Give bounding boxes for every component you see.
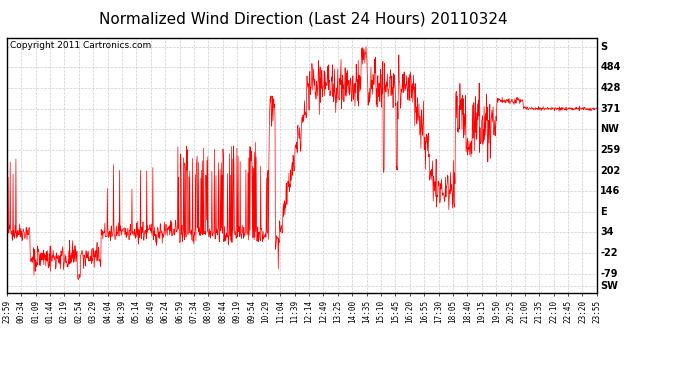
- Text: Copyright 2011 Cartronics.com: Copyright 2011 Cartronics.com: [10, 41, 151, 50]
- Text: 259: 259: [600, 145, 620, 155]
- Text: -79: -79: [600, 269, 618, 279]
- Text: SW: SW: [600, 281, 618, 291]
- Text: E: E: [600, 207, 607, 217]
- Text: 371: 371: [600, 104, 620, 114]
- Text: Normalized Wind Direction (Last 24 Hours) 20110324: Normalized Wind Direction (Last 24 Hours…: [99, 11, 508, 26]
- Text: NW: NW: [600, 124, 619, 134]
- Text: S: S: [600, 42, 607, 52]
- Text: -22: -22: [600, 248, 618, 258]
- Text: 202: 202: [600, 166, 620, 176]
- Text: 484: 484: [600, 62, 621, 72]
- Text: 428: 428: [600, 83, 621, 93]
- Text: 146: 146: [600, 186, 620, 196]
- Text: 34: 34: [600, 227, 614, 237]
